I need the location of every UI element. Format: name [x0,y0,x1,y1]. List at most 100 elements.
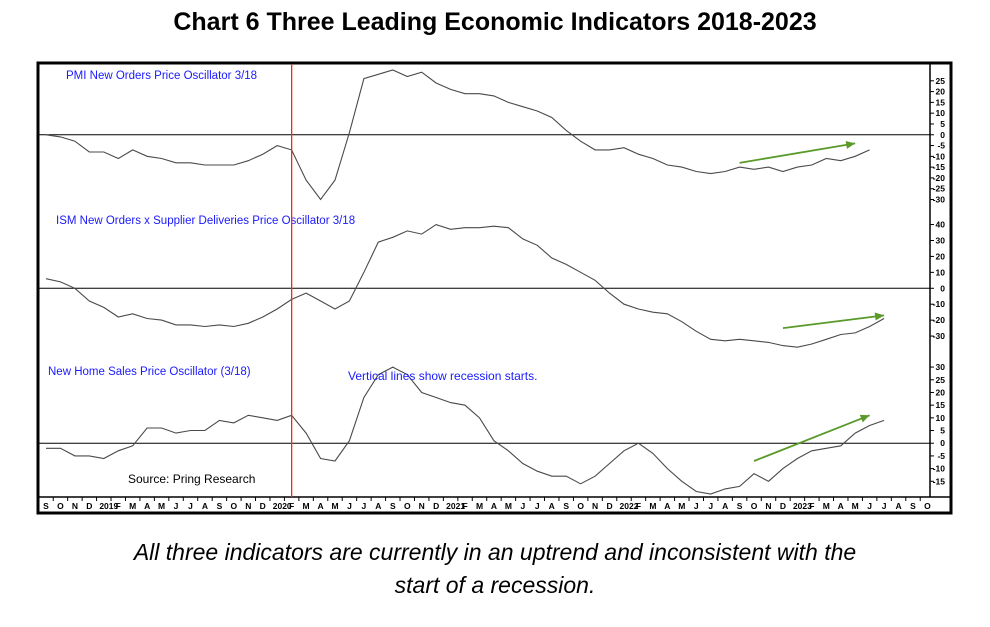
x-tick-label: J [520,501,525,511]
x-tick-label: F [116,501,121,511]
trend-arrow-head [859,414,870,423]
y-tick-label: 15 [936,97,946,107]
y-tick-label: 20 [936,251,946,261]
x-tick-label: M [505,501,512,511]
x-tick-label: M [129,501,136,511]
panel-2: 40 30 20 10 0 -10 -20 -30 ISM New Orders x Suppl… [38,215,946,348]
x-tick-label: O [751,501,758,511]
x-tick-label: 2019 [99,501,118,511]
x-tick-label: O [57,501,64,511]
panel-3: 30 25 20 15 10 5 0 -5 -10 -15 New Home Sales Price… [38,362,946,495]
y-tick-label: -10 [933,151,946,161]
x-tick-label: S [390,501,396,511]
chart-caption: All three indicators are currently in an… [0,536,990,602]
caption-line-1: All three indicators are currently in an… [133,539,857,565]
y-tick-label: -20 [933,315,946,325]
y-tick-label: 0 [940,130,945,140]
x-tick-label: M [823,501,830,511]
x-tick-label: D [780,501,786,511]
panel-label: New Home Sales Price Oscillator (3/18) [48,366,251,378]
x-tick-label: A [375,501,381,511]
x-tick-label: N [592,501,598,511]
y-tick-label: 10 [936,413,946,423]
x-tick-label: M [852,501,859,511]
y-tick-label: 40 [936,220,946,230]
x-tick-label: J [708,501,713,511]
x-tick-label: N [245,501,251,511]
x-tick-label: O [924,501,931,511]
x-tick-label: M [303,501,310,511]
y-tick-label: 25 [936,76,946,86]
x-tick-label: S [563,501,569,511]
y-tick-label: 20 [936,87,946,97]
x-tick-label: S [910,501,916,511]
x-tick-label: 2023 [793,501,812,511]
x-tick-label: D [606,501,612,511]
y-tick-label: 15 [936,400,946,410]
y-tick-label: -5 [937,451,945,461]
x-tick-label: O [231,501,238,511]
x-tick-label: F [289,501,294,511]
x-tick-label: J [188,501,193,511]
y-tick-label: 25 [936,375,946,385]
y-tick-label: -30 [933,195,946,205]
trend-arrow-shaft [753,414,870,462]
x-tick-label: 2020 [273,501,292,511]
x-tick-label: J [174,501,179,511]
x-tick-label: F [809,501,814,511]
x-tick-label: F [636,501,641,511]
x-tick-label: J [347,501,352,511]
x-tick-label: M [678,501,685,511]
x-tick-label: J [694,501,699,511]
x-tick-label: J [362,501,367,511]
x-tick-label: O [577,501,584,511]
x-tick-label: M [649,501,656,511]
x-tick-label: M [158,501,165,511]
trend-arrow-head [845,140,856,149]
panel-label: PMI New Orders Price Oscillator 3/18 [66,70,257,82]
x-tick-label: F [462,501,467,511]
series-line [45,69,870,201]
y-tick-label: 0 [940,438,945,448]
x-tick-label: 2022 [620,501,639,511]
x-tick-label: A [202,501,208,511]
y-tick-label: 5 [940,119,945,129]
x-tick-label: D [260,501,266,511]
x-tick-label: S [737,501,743,511]
series-line [46,366,885,495]
x-tick-label: 2021 [446,501,465,511]
series-line [45,223,885,348]
x-tick-label: J [882,501,887,511]
x-tick-label: O [404,501,411,511]
trend-arrow-shaft [782,314,885,329]
trend-arrow-head [874,312,885,321]
x-tick-label: A [838,501,844,511]
y-tick-label: -15 [933,476,946,486]
x-tick-label: A [491,501,497,511]
x-tick-label: A [664,501,670,511]
x-tick-label: S [217,501,223,511]
caption-line-2: start of a recession. [394,572,596,598]
y-tick-label: -25 [933,184,946,194]
trend-arrow-shaft [739,142,856,164]
y-tick-label: -20 [933,173,946,183]
y-tick-label: 5 [940,426,945,436]
y-tick-label: -30 [933,331,946,341]
y-tick-label: 10 [936,108,946,118]
x-tick-label: N [419,501,425,511]
x-tick-label: A [895,501,901,511]
y-tick-label: 10 [936,267,946,277]
source-note: Source: Pring Research [128,472,255,486]
x-tick-label: N [72,501,78,511]
y-tick-label: -10 [933,464,946,474]
y-tick-label: -10 [933,299,946,309]
x-tick-label: J [535,501,540,511]
x-tick-label: A [317,501,323,511]
x-tick-label: A [144,501,150,511]
x-tick-label: A [549,501,555,511]
y-tick-label: 30 [936,362,946,372]
y-tick-label: 20 [936,387,946,397]
